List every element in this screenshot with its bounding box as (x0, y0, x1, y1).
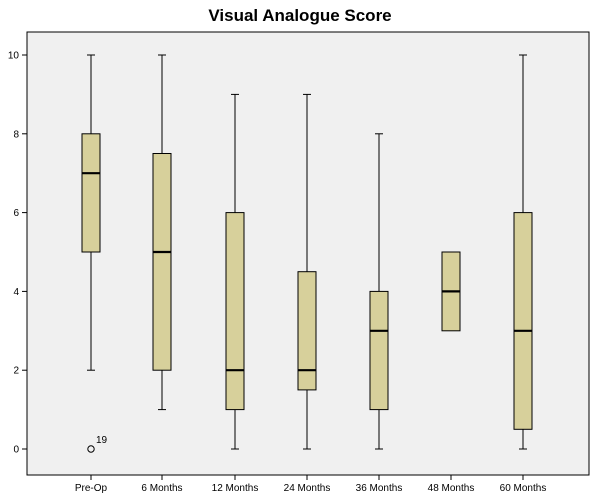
iqr-box (297, 271, 317, 391)
x-tick-label: 60 Months (500, 483, 547, 494)
iqr-box (81, 133, 101, 253)
outlier-point (87, 445, 95, 453)
y-tick-label: 0 (13, 445, 19, 456)
iqr-box (369, 290, 389, 411)
box-60-months (513, 54, 533, 450)
box-48-months (441, 251, 461, 332)
plot-area (26, 31, 590, 476)
box-6-months (152, 54, 172, 411)
x-tick-label: Pre-Op (75, 483, 108, 494)
iqr-box (513, 212, 533, 430)
x-tick-label: 36 Months (356, 483, 403, 494)
y-tick-label: 10 (8, 51, 20, 62)
outlier-label: 19 (96, 435, 108, 446)
x-tick-label: 12 Months (212, 483, 259, 494)
x-tick-label: 48 Months (428, 483, 475, 494)
outliers-group: 19 (87, 435, 108, 453)
y-tick-label: 4 (13, 287, 19, 298)
x-tick-label: 6 Months (141, 483, 182, 494)
y-tick-label: 6 (13, 208, 19, 219)
y-axis: 0 2 4 6 8 10 (8, 51, 27, 456)
x-axis: Pre-Op 6 Months 12 Months 24 Months 36 Month… (75, 475, 546, 494)
chart-title: Visual Analogue Score (208, 6, 392, 25)
box-36-months (369, 133, 389, 450)
iqr-box (152, 153, 172, 371)
boxes-group (81, 54, 533, 450)
box-pre-op (81, 54, 101, 371)
box-12-months (225, 93, 245, 450)
iqr-box (225, 212, 245, 411)
y-tick-label: 8 (13, 129, 19, 140)
x-tick-label: 24 Months (284, 483, 331, 494)
box-24-months (297, 93, 317, 450)
y-tick-label: 2 (13, 366, 19, 377)
